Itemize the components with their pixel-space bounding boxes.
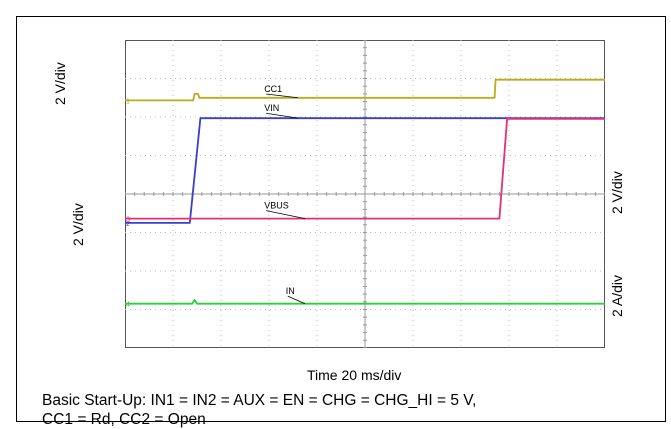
trace-label-cc1: CC1 xyxy=(264,84,282,94)
right-bottom-scale-label: 2 A/div xyxy=(609,274,625,317)
trace-in xyxy=(125,298,605,305)
channel-marker-in: 4 xyxy=(126,302,130,309)
figure-frame: 2 V/div 2 V/div 2 V/div 2 A/div 1 2 3 4 CC1 V… xyxy=(16,16,666,428)
channel-marker-vbus: 3 xyxy=(126,217,130,224)
caption-line-2: CC1 = Rd, CC2 = Open xyxy=(42,411,206,428)
channel-marker-vin: 2 xyxy=(126,221,130,228)
left-top-scale-label: 2 V/div xyxy=(52,62,68,105)
figure-caption: Basic Start-Up: IN1 = IN2 = AUX = EN = C… xyxy=(42,391,476,429)
trace-label-leader-vin xyxy=(266,112,298,119)
right-top-scale-label: 2 V/div xyxy=(609,171,625,214)
trace-vin xyxy=(125,117,605,224)
caption-line-1: Basic Start-Up: IN1 = IN2 = AUX = EN = C… xyxy=(42,392,477,409)
left-bottom-scale-label: 2 V/div xyxy=(70,203,86,246)
trace-cc1 xyxy=(125,78,605,102)
time-axis-label: Time 20 ms/div xyxy=(307,367,402,383)
trace-label-leader-in xyxy=(287,295,306,305)
trace-label-leader-vbus xyxy=(266,210,306,220)
trace-vbus xyxy=(125,118,605,220)
trace-label-in: IN xyxy=(286,286,295,296)
oscilloscope-plot: 1 23 4 CC1 VIN VBUS IN xyxy=(125,40,605,348)
trace-label-leader-cc1 xyxy=(266,93,298,99)
trace-label-vbus: VBUS xyxy=(264,201,289,211)
channel-marker-cc1: 1 xyxy=(126,98,130,105)
trace-label-vin: VIN xyxy=(264,103,279,113)
